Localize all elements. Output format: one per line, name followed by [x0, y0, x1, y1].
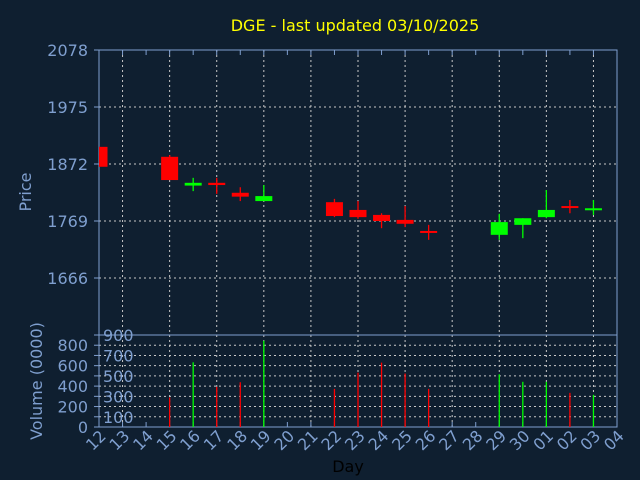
price-tick-label: 1666 [47, 269, 88, 288]
candle-body-23 [349, 209, 367, 218]
candle-body-17 [208, 182, 226, 186]
candle-body-19 [255, 196, 273, 202]
x-tick-label: 04 [600, 426, 628, 454]
volume-tick-label: 500 [103, 367, 134, 386]
volume-tick-label: 400 [57, 377, 88, 396]
price-plot-frame [98, 49, 618, 336]
candle-body-25 [396, 219, 414, 224]
candle-body-03 [584, 208, 602, 211]
volume-tick-label: 200 [57, 398, 88, 417]
candle-body-24 [373, 214, 391, 221]
price-tick-label: 2078 [47, 41, 88, 60]
candle-body-30 [514, 218, 532, 225]
volume-tick-label: 300 [103, 387, 134, 406]
candle-body-12 [99, 146, 108, 167]
volume-tick-label: 100 [103, 408, 134, 427]
volume-tick-label: 0 [78, 418, 88, 437]
chart-title: DGE - last updated 03/10/2025 [231, 16, 480, 35]
price-tick-label: 1872 [47, 155, 88, 174]
volume-tick-label: 700 [103, 346, 134, 365]
candle-body-26 [420, 230, 438, 233]
candle-body-02 [561, 206, 579, 209]
price-axis-label: Price [16, 172, 35, 211]
price-tick-label: 1769 [47, 212, 88, 231]
volume-tick-label: 600 [57, 357, 88, 376]
x-axis-label: Day [332, 457, 364, 476]
volume-tick-label: 800 [57, 336, 88, 355]
candle-body-18 [231, 192, 249, 197]
candle-body-29 [490, 222, 508, 235]
candle-body-15 [161, 156, 179, 181]
candle-body-22 [325, 202, 343, 217]
candle-body-01 [537, 209, 555, 218]
candle-body-16 [184, 182, 202, 186]
price-tick-label: 1975 [47, 98, 88, 117]
volume-axis-label: Volume (0000) [27, 322, 46, 440]
